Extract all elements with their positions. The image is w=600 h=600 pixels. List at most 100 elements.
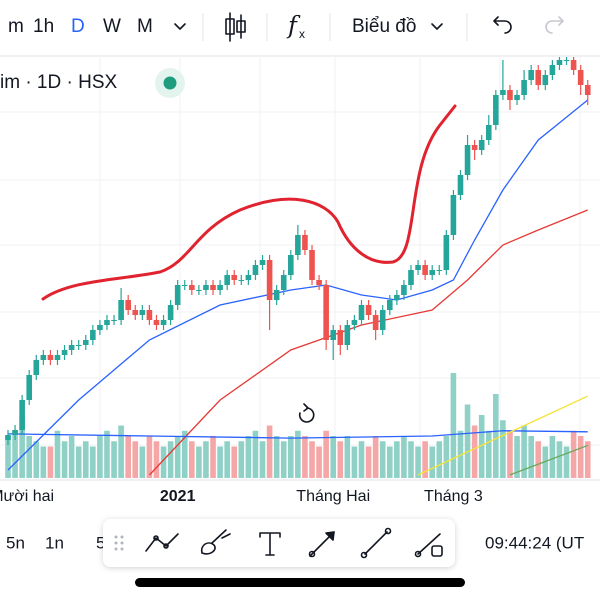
volume-bar xyxy=(203,441,209,478)
volume-bar xyxy=(500,420,506,478)
brush-tool[interactable] xyxy=(200,529,231,555)
volume-bar xyxy=(132,441,139,478)
range[interactable]: 5n xyxy=(6,533,25,552)
moving-average xyxy=(7,430,588,439)
volume-bar xyxy=(33,441,40,478)
volume-bar xyxy=(280,441,287,478)
reset-button[interactable] xyxy=(292,400,322,430)
volume-bar xyxy=(464,404,471,478)
candle-body xyxy=(478,140,485,150)
candle-body xyxy=(295,235,301,255)
interval-active[interactable]: D xyxy=(71,16,85,37)
candle-body xyxy=(189,285,195,290)
candle-body xyxy=(535,70,542,85)
moving-average xyxy=(7,99,589,471)
candle-body xyxy=(358,305,365,320)
clock: 09:44:24 (UT xyxy=(485,533,584,552)
volume-bar xyxy=(181,430,188,478)
volume-bar xyxy=(273,436,280,478)
chart-type-menu[interactable]: Biểu đồ xyxy=(352,16,416,37)
volume-bar xyxy=(577,436,584,478)
chart-type-chevron[interactable] xyxy=(431,23,443,30)
trend-tool[interactable] xyxy=(145,533,179,552)
candle-body xyxy=(288,255,294,275)
volume-bar xyxy=(5,436,11,478)
line-tool[interactable] xyxy=(360,527,392,559)
candle-body xyxy=(507,90,513,100)
volume-bar xyxy=(266,425,273,478)
volume-bar xyxy=(189,441,195,478)
candle-body xyxy=(26,375,33,400)
range[interactable]: 5 xyxy=(96,533,105,552)
candle-body xyxy=(549,65,556,75)
arrow-tool[interactable] xyxy=(308,531,335,558)
redo-button[interactable] xyxy=(545,16,564,34)
interval-menu[interactable] xyxy=(174,23,186,30)
volume-bar xyxy=(401,436,407,478)
candle-body xyxy=(40,355,47,360)
candle-body xyxy=(323,285,329,340)
interval[interactable]: M xyxy=(137,16,153,37)
candle-body xyxy=(394,295,400,300)
volume-bar xyxy=(75,446,82,478)
undo-button[interactable] xyxy=(493,16,512,34)
moving-average xyxy=(509,444,588,476)
candle-body xyxy=(464,145,471,175)
range[interactable]: 1n xyxy=(45,533,64,552)
candle-body xyxy=(174,285,181,305)
volume-bar xyxy=(210,436,216,478)
volume-bar xyxy=(54,430,61,478)
volume-bar xyxy=(584,441,591,478)
volume-bar xyxy=(542,446,549,478)
candle-body xyxy=(344,325,351,345)
text-tool[interactable] xyxy=(259,532,281,556)
candle-body xyxy=(33,360,40,375)
volume-bar xyxy=(330,436,337,478)
volume-bar xyxy=(245,436,252,478)
candle-body xyxy=(471,145,478,150)
candle-body xyxy=(196,290,202,291)
candle-body xyxy=(82,340,89,345)
volume-bar xyxy=(104,430,110,478)
drag-handle[interactable] xyxy=(114,535,124,551)
moving-average xyxy=(417,395,589,476)
volume-bar xyxy=(422,441,428,478)
candle-body xyxy=(217,285,223,290)
candle-type-button[interactable] xyxy=(225,12,246,42)
candle-body xyxy=(563,60,570,61)
candle-body xyxy=(167,305,174,320)
candle-body xyxy=(47,355,54,360)
candle-body xyxy=(231,275,238,280)
annotation-curve xyxy=(41,104,457,301)
volume-bar xyxy=(415,446,421,478)
candle-body xyxy=(132,310,139,315)
candle-body xyxy=(118,300,124,320)
candle-body xyxy=(111,320,117,321)
candle-body xyxy=(280,275,287,290)
shape-tool[interactable] xyxy=(414,533,443,558)
candle-body xyxy=(12,430,18,435)
plot xyxy=(5,57,591,478)
toolbar xyxy=(0,0,600,56)
candle-body xyxy=(450,195,457,235)
candle-body xyxy=(514,95,520,100)
volume-bar xyxy=(443,436,450,478)
interval[interactable]: 1h xyxy=(33,16,54,37)
volume-bar xyxy=(507,430,513,478)
candle-body xyxy=(252,265,259,275)
volume-bar xyxy=(153,441,160,478)
volume-bar xyxy=(556,441,563,478)
x-tick-label: 2021 xyxy=(160,488,196,505)
volume-bar xyxy=(82,441,89,478)
interval[interactable]: m xyxy=(8,16,24,37)
candle-body xyxy=(97,325,103,330)
volume-bar xyxy=(252,430,259,478)
volume-bar xyxy=(514,436,520,478)
candle-body xyxy=(181,285,188,286)
interval[interactable]: W xyxy=(103,16,121,37)
candle-body xyxy=(443,235,450,270)
candle-body xyxy=(408,270,414,285)
volume-bar xyxy=(408,441,414,478)
moving-average xyxy=(148,209,588,476)
candle-body xyxy=(570,60,577,70)
